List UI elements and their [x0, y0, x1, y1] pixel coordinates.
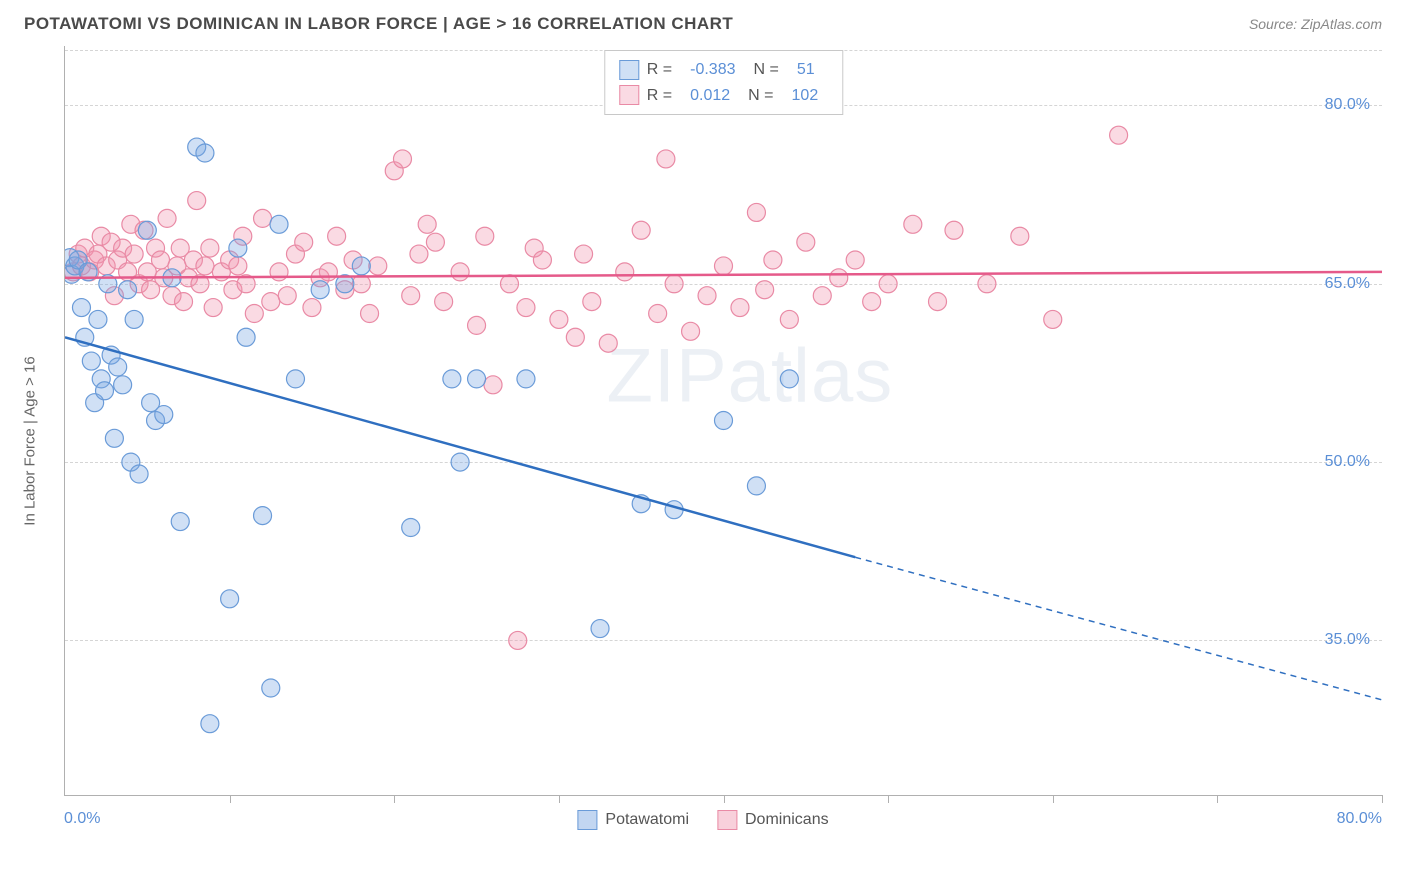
- y-axis-label: In Labor Force | Age > 16: [22, 356, 39, 525]
- chart-container: In Labor Force | Age > 16 R = -0.383 N =…: [24, 46, 1382, 836]
- x-axis-min-label: 0.0%: [64, 810, 100, 828]
- legend-r-value-1: 0.012: [680, 83, 740, 109]
- source-attribution: Source: ZipAtlas.com: [1249, 16, 1382, 32]
- chart-header: POTAWATOMI VS DOMINICAN IN LABOR FORCE |…: [0, 0, 1406, 42]
- legend-n-label: N =: [754, 57, 779, 83]
- scatter-svg: [65, 46, 1382, 795]
- legend-r-label: R =: [647, 83, 672, 109]
- legend-item-label: Dominicans: [745, 811, 829, 829]
- legend-swatch-icon: [577, 810, 597, 830]
- plot-area: R = -0.383 N = 51 R = 0.012 N = 102 ZIPa…: [64, 46, 1382, 796]
- legend-swatch-icon: [717, 810, 737, 830]
- legend-item-label: Potawatomi: [605, 811, 689, 829]
- chart-title: POTAWATOMI VS DOMINICAN IN LABOR FORCE |…: [24, 14, 733, 34]
- correlation-legend: R = -0.383 N = 51 R = 0.012 N = 102: [604, 50, 843, 115]
- legend-item-dominicans: Dominicans: [717, 810, 829, 830]
- legend-r-value-0: -0.383: [680, 57, 745, 83]
- legend-item-potawatomi: Potawatomi: [577, 810, 689, 830]
- legend-n-value-0: 51: [787, 57, 825, 83]
- legend-r-label: R =: [647, 57, 672, 83]
- x-axis-max-label: 80.0%: [1337, 810, 1382, 828]
- legend-swatch-potawatomi: [619, 60, 639, 80]
- legend-row-potawatomi: R = -0.383 N = 51: [619, 57, 828, 83]
- series-legend: Potawatomi Dominicans: [577, 810, 828, 830]
- legend-n-value-1: 102: [782, 83, 829, 109]
- legend-swatch-dominicans: [619, 85, 639, 105]
- legend-n-label: N =: [748, 83, 773, 109]
- legend-row-dominicans: R = 0.012 N = 102: [619, 83, 828, 109]
